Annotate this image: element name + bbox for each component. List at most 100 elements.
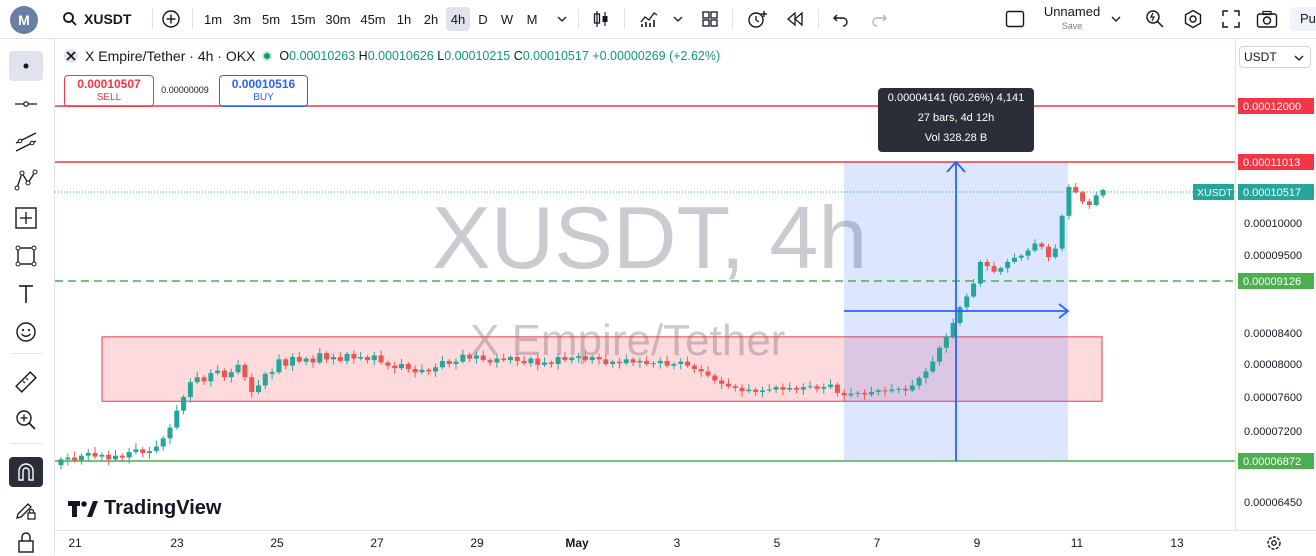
candle-body[interactable] bbox=[65, 457, 71, 460]
candle-body[interactable] bbox=[603, 359, 609, 364]
candle-body[interactable] bbox=[691, 365, 697, 369]
candle-body[interactable] bbox=[58, 459, 64, 466]
interval-1m[interactable]: 1m bbox=[203, 11, 223, 27]
templates-button[interactable] bbox=[698, 7, 722, 31]
candle-body[interactable] bbox=[160, 438, 166, 447]
zoom-tool[interactable] bbox=[9, 405, 43, 435]
candle-body[interactable] bbox=[228, 372, 234, 378]
candle-body[interactable] bbox=[937, 347, 943, 362]
currency-select[interactable]: USDT bbox=[1239, 46, 1311, 68]
candle-body[interactable] bbox=[1100, 190, 1106, 196]
candle-body[interactable] bbox=[773, 387, 779, 390]
candle-body[interactable] bbox=[72, 457, 78, 461]
interval-45m[interactable]: 45m bbox=[360, 11, 386, 27]
candle-body[interactable] bbox=[821, 387, 827, 389]
candle-body[interactable] bbox=[1025, 250, 1031, 256]
candle-body[interactable] bbox=[235, 364, 241, 373]
candle-body[interactable] bbox=[964, 296, 970, 308]
candle-body[interactable] bbox=[85, 452, 91, 456]
interval-m[interactable]: M bbox=[526, 11, 538, 27]
interval-30m[interactable]: 30m bbox=[325, 11, 351, 27]
candle-body[interactable] bbox=[889, 389, 895, 392]
candle-body[interactable] bbox=[364, 357, 370, 361]
candle-body[interactable] bbox=[1052, 248, 1058, 258]
magnet-tool[interactable] bbox=[9, 457, 43, 487]
trend-channel-tool[interactable] bbox=[9, 127, 43, 157]
candle-body[interactable] bbox=[147, 451, 153, 453]
redo-button[interactable] bbox=[866, 7, 892, 31]
candle-body[interactable] bbox=[868, 392, 874, 395]
user-avatar[interactable]: M bbox=[10, 6, 38, 34]
interval-5m[interactable]: 5m bbox=[261, 11, 281, 27]
candle-body[interactable] bbox=[1046, 246, 1052, 258]
text-tool[interactable] bbox=[9, 279, 43, 309]
publish-button[interactable]: Pu bbox=[1290, 7, 1316, 31]
candle-body[interactable] bbox=[480, 355, 486, 361]
undo-button[interactable] bbox=[828, 7, 854, 31]
candle-body[interactable] bbox=[1093, 195, 1099, 206]
layout-name-block[interactable]: Unnamed Save bbox=[1036, 5, 1108, 33]
candle-body[interactable] bbox=[657, 360, 663, 364]
range-zone[interactable] bbox=[101, 336, 1103, 402]
candle-body[interactable] bbox=[719, 380, 725, 384]
candle-body[interactable] bbox=[92, 452, 98, 457]
candle-body[interactable] bbox=[303, 358, 309, 362]
candle-body[interactable] bbox=[794, 387, 800, 390]
candle-body[interactable] bbox=[848, 393, 854, 396]
interval-1h[interactable]: 1h bbox=[396, 11, 412, 27]
emoji-tool[interactable] bbox=[9, 317, 43, 347]
candle-body[interactable] bbox=[698, 368, 704, 372]
candle-body[interactable] bbox=[732, 386, 738, 388]
candle-body[interactable] bbox=[385, 362, 391, 366]
candle-body[interactable] bbox=[167, 427, 173, 439]
candle-body[interactable] bbox=[943, 336, 949, 348]
candle-body[interactable] bbox=[916, 378, 922, 386]
candle-body[interactable] bbox=[1011, 257, 1017, 262]
snapshot-button[interactable] bbox=[1254, 7, 1280, 31]
candle-body[interactable] bbox=[950, 322, 956, 337]
candle-body[interactable] bbox=[392, 365, 398, 369]
candle-body[interactable] bbox=[358, 357, 364, 359]
candle-body[interactable] bbox=[957, 307, 963, 323]
candle-body[interactable] bbox=[412, 368, 418, 373]
candle-body[interactable] bbox=[453, 361, 459, 364]
candle-body[interactable] bbox=[494, 358, 500, 363]
candle-body[interactable] bbox=[310, 358, 316, 363]
candle-body[interactable] bbox=[807, 386, 813, 388]
shape-tool[interactable] bbox=[9, 241, 43, 271]
candle-body[interactable] bbox=[99, 454, 105, 457]
layout-toggle[interactable] bbox=[1004, 7, 1026, 31]
candle-body[interactable] bbox=[739, 387, 745, 392]
candle-body[interactable] bbox=[800, 387, 806, 390]
candle-body[interactable] bbox=[1073, 186, 1079, 193]
candle-body[interactable] bbox=[909, 385, 915, 391]
candle-body[interactable] bbox=[984, 261, 990, 267]
candle-body[interactable] bbox=[569, 357, 575, 361]
candle-body[interactable] bbox=[351, 353, 357, 359]
candle-body[interactable] bbox=[106, 454, 112, 460]
candle-body[interactable] bbox=[923, 371, 929, 379]
sell-button[interactable]: 0.00010507 SELL bbox=[64, 75, 154, 107]
candle-body[interactable] bbox=[426, 369, 432, 372]
cursor-tool[interactable] bbox=[9, 51, 43, 81]
candle-body[interactable] bbox=[1005, 261, 1011, 269]
candle-body[interactable] bbox=[1066, 186, 1072, 216]
candle-body[interactable] bbox=[119, 455, 125, 458]
candle-body[interactable] bbox=[290, 357, 296, 366]
tradingview-logo[interactable]: TradingView bbox=[68, 497, 221, 520]
alert-button[interactable] bbox=[744, 7, 770, 31]
candle-body[interactable] bbox=[596, 357, 602, 360]
candle-body[interactable] bbox=[787, 387, 793, 390]
candle-body[interactable] bbox=[433, 367, 439, 372]
candle-body[interactable] bbox=[399, 364, 405, 369]
interval-dropdown[interactable] bbox=[554, 7, 570, 31]
candle-body[interactable] bbox=[371, 355, 377, 361]
layout-dropdown[interactable] bbox=[1108, 7, 1124, 31]
candle-body[interactable] bbox=[317, 353, 323, 363]
candle-body[interactable] bbox=[242, 364, 248, 378]
candle-body[interactable] bbox=[664, 360, 670, 366]
indicators-button[interactable] bbox=[636, 7, 662, 31]
interval-3m[interactable]: 3m bbox=[232, 11, 252, 27]
interval-4h[interactable]: 4h bbox=[446, 7, 470, 31]
candle-body[interactable] bbox=[651, 363, 657, 365]
